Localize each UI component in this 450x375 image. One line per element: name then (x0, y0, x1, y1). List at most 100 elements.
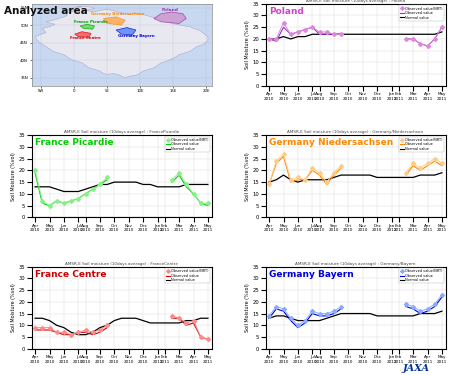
Observed value(NRT) (266, 314, 272, 318)
Observed value(NRT) (331, 171, 337, 175)
Observed value(NRT) (288, 177, 293, 182)
Observed value (184, 184, 189, 189)
Observed value(NRT) (403, 302, 409, 306)
Observed value(NRT) (410, 37, 416, 41)
Observed value (169, 316, 175, 321)
Observed value(NRT) (295, 323, 301, 327)
Normal value (324, 316, 329, 321)
Observed value(NRT) (274, 159, 279, 163)
Observed value(NRT) (61, 330, 67, 334)
Normal value (198, 182, 203, 187)
Observed value (302, 27, 308, 32)
Observed value(NRT) (40, 199, 45, 203)
Text: Poland: Poland (162, 8, 179, 12)
Normal value (205, 316, 211, 321)
Observed value(NRT) (331, 309, 337, 314)
Observed value(NRT) (418, 309, 423, 314)
Observed value (104, 177, 110, 182)
Title: AMSR-E Soil moisture (10days average) : Germany/Bayern: AMSR-E Soil moisture (10days average) : … (295, 261, 416, 266)
Observed value (274, 307, 279, 311)
Observed value (324, 32, 329, 36)
Normal value (266, 316, 272, 321)
Observed value (310, 311, 315, 316)
Normal value (425, 311, 430, 316)
Observed value(NRT) (324, 311, 329, 316)
Observed value(NRT) (205, 337, 211, 342)
Normal value (317, 32, 322, 36)
Normal value (403, 32, 409, 36)
Normal value (133, 180, 139, 184)
Line: Observed value: Observed value (269, 297, 442, 328)
Line: Observed value: Observed value (269, 27, 442, 46)
Observed value (281, 25, 286, 30)
Observed value(NRT) (61, 201, 67, 206)
Normal value (126, 180, 131, 184)
Normal value (68, 330, 74, 334)
Normal value (374, 175, 380, 180)
Normal value (338, 32, 344, 36)
Normal value (374, 32, 380, 36)
Normal value (324, 32, 329, 36)
Observed value(NRT) (76, 330, 81, 334)
Normal value (367, 32, 373, 36)
Observed value(NRT) (76, 196, 81, 201)
Normal value (302, 177, 308, 182)
Observed value (410, 37, 416, 41)
Normal value (288, 177, 293, 182)
Line: Normal value: Normal value (269, 173, 442, 182)
Line: Observed value(NRT): Observed value(NRT) (268, 293, 443, 327)
Normal value (295, 34, 301, 39)
Normal value (126, 316, 131, 321)
Observed value (425, 44, 430, 48)
Normal value (425, 32, 430, 36)
Normal value (112, 180, 117, 184)
Normal value (353, 173, 358, 177)
Observed value (338, 307, 344, 311)
Observed value (288, 32, 293, 36)
Observed value (76, 330, 81, 334)
Legend: Observed value(NRT), Observed value, Normal value: Observed value(NRT), Observed value, Nor… (399, 6, 444, 21)
Normal value (418, 32, 423, 36)
Observed value(NRT) (191, 318, 196, 323)
Observed value(NRT) (281, 152, 286, 156)
Normal value (133, 316, 139, 321)
Normal value (148, 321, 153, 325)
Polygon shape (116, 28, 136, 35)
Observed value(NRT) (47, 203, 52, 208)
Observed value(NRT) (439, 161, 445, 166)
Line: Observed value: Observed value (35, 173, 208, 206)
Line: Normal value: Normal value (35, 182, 208, 192)
Normal value (281, 173, 286, 177)
Observed value (281, 154, 286, 159)
Observed value (331, 173, 337, 177)
Observed value (302, 177, 308, 182)
Normal value (47, 318, 52, 323)
Normal value (266, 37, 272, 41)
Normal value (425, 173, 430, 177)
Normal value (418, 311, 423, 316)
Polygon shape (80, 24, 94, 29)
Y-axis label: Soil Moisture (%vol): Soil Moisture (%vol) (11, 152, 16, 201)
Observed value(NRT) (266, 37, 272, 41)
Legend: Observed value(NRT), Observed value, Normal value: Observed value(NRT), Observed value, Nor… (399, 137, 444, 152)
Normal value (169, 184, 175, 189)
Observed value(NRT) (317, 171, 322, 175)
Normal value (90, 184, 95, 189)
Normal value (47, 184, 52, 189)
Normal value (367, 173, 373, 177)
Observed value(NRT) (288, 32, 293, 36)
Normal value (83, 332, 88, 337)
Observed value(NRT) (439, 292, 445, 297)
Observed value (97, 182, 103, 187)
Normal value (191, 318, 196, 323)
Observed value(NRT) (310, 309, 315, 314)
Normal value (274, 37, 279, 41)
Y-axis label: Soil Moisture (%vol): Soil Moisture (%vol) (11, 283, 16, 332)
Observed value (288, 180, 293, 184)
Observed value (198, 335, 203, 339)
Normal value (360, 173, 365, 177)
Normal value (302, 34, 308, 39)
Observed value (54, 330, 59, 334)
Normal value (432, 32, 437, 36)
Observed value (83, 330, 88, 334)
